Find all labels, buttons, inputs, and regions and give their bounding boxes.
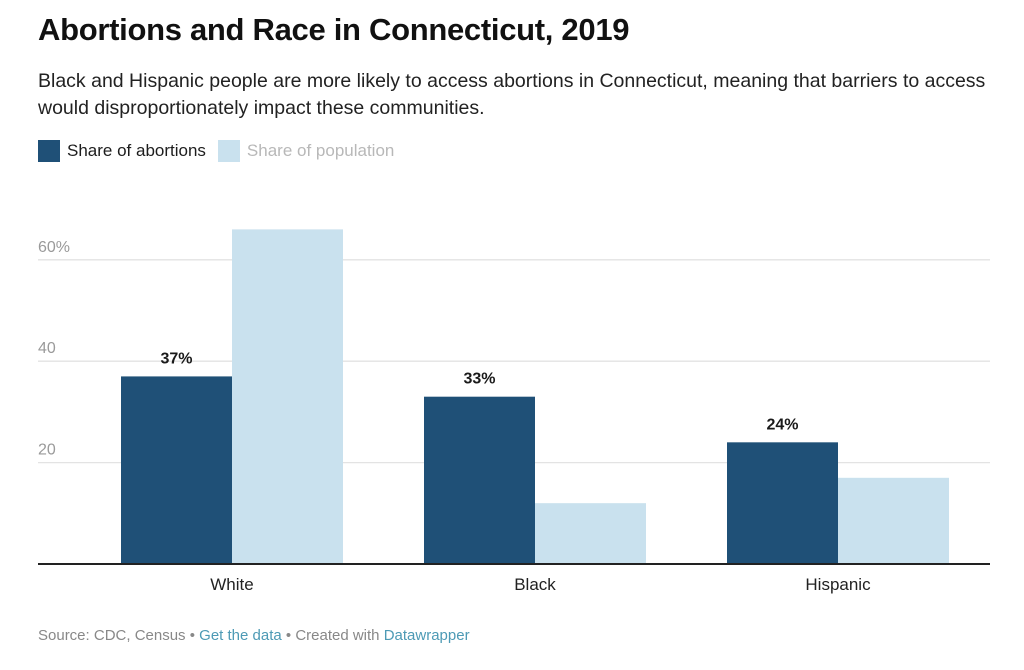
value-label: 33% (463, 371, 495, 388)
x-category-label: Hispanic (805, 575, 871, 594)
y-tick-label: 20 (38, 442, 56, 459)
datawrapper-link[interactable]: Datawrapper (383, 627, 470, 644)
get-data-link[interactable]: Get the data (199, 627, 282, 644)
bar-share-of-abortions-white (121, 376, 232, 564)
x-category-label: Black (514, 575, 556, 594)
bar-share-of-abortions-hispanic (727, 442, 838, 564)
value-label: 24% (766, 416, 798, 433)
bar-share-of-abortions-black (424, 396, 535, 564)
x-category-label: White (210, 575, 253, 594)
legend-item-abortions: Share of abortions (38, 140, 206, 162)
chart-subtitle: Black and Hispanic people are more likel… (38, 70, 986, 119)
created-with-text: Created with (295, 627, 384, 644)
bar-chart: 20 40 60% 37% White 33% Black 24% Hispanic (38, 229, 990, 594)
bar-share-of-population-white (232, 229, 343, 564)
legend-item-population: Share of population (217, 140, 395, 162)
y-tick-label: 40 (38, 340, 56, 357)
value-label: 37% (160, 350, 192, 367)
labels: 20 40 60% 37% White 33% Black 24% Hispanic (38, 239, 990, 594)
bar-share-of-population-black (535, 503, 646, 564)
footer: Source: CDC, Census • Get the data • Cre… (38, 627, 470, 644)
source-text: Source: CDC, Census (38, 627, 186, 644)
chart-title: Abortions and Race in Connecticut, 2019 (38, 12, 630, 47)
legend: Share of abortions Share of population (38, 140, 406, 162)
legend-label-abortions: Share of abortions (67, 141, 206, 160)
legend-swatch-abortions (38, 140, 60, 162)
bars (121, 229, 949, 564)
legend-label-population: Share of population (246, 141, 395, 160)
y-tick-label: 60% (38, 239, 70, 256)
legend-swatch-population (217, 140, 240, 162)
separator: • (281, 627, 296, 644)
bar-share-of-population-hispanic (838, 477, 949, 564)
separator: • (185, 627, 200, 644)
